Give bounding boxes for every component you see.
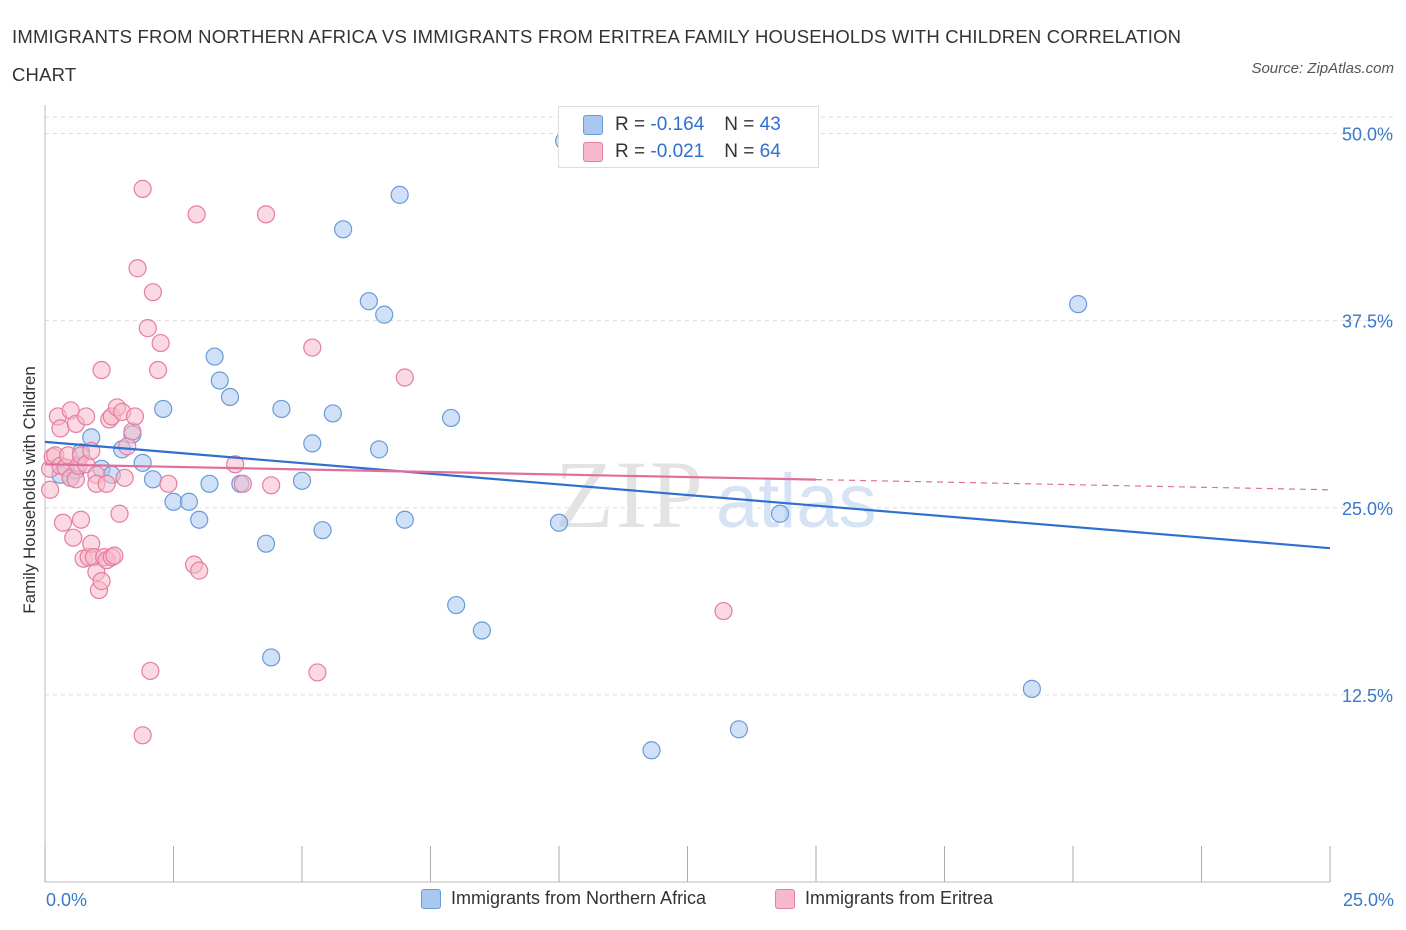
stats-row-series1: R = -0.164 N = 43 (583, 112, 781, 138)
point-northern-africa (370, 440, 389, 459)
point-eritrea (97, 474, 116, 493)
point-northern-africa (642, 741, 661, 760)
stats-n-label: N = (724, 114, 755, 135)
point-northern-africa (375, 305, 394, 324)
series2-swatch (583, 142, 603, 162)
chart-source: Source: ZipAtlas.com (1251, 60, 1394, 77)
point-eritrea (138, 319, 157, 338)
point-eritrea (148, 360, 168, 380)
point-northern-africa (205, 347, 224, 366)
stats-row-series2: R = -0.021 N = 64 (583, 139, 781, 165)
legend-swatch-series2 (775, 888, 795, 909)
point-eritrea (53, 513, 73, 532)
stats-r-label: R = (615, 141, 646, 162)
point-eritrea (41, 480, 60, 499)
point-eritrea (187, 205, 206, 224)
stats-r-label: R = (615, 114, 646, 135)
stats-n-value: 64 (759, 141, 781, 162)
point-eritrea (51, 419, 70, 438)
point-northern-africa (1022, 679, 1041, 698)
point-eritrea (105, 546, 124, 565)
y-tick-label: 12.5% (1342, 686, 1393, 706)
point-eritrea (141, 661, 160, 681)
point-northern-africa (272, 399, 291, 419)
point-eritrea (303, 338, 322, 357)
point-eritrea (233, 474, 252, 493)
point-eritrea (64, 528, 83, 547)
point-northern-africa (472, 621, 491, 640)
point-northern-africa (441, 408, 461, 428)
bottom-legend: Immigrants from Northern Africa Immigran… (0, 888, 1406, 916)
point-northern-africa (154, 399, 173, 419)
point-northern-africa (200, 474, 219, 493)
point-eritrea (190, 561, 209, 580)
point-eritrea (308, 663, 327, 682)
legend-swatch-series1 (421, 888, 441, 909)
series1-swatch (583, 115, 603, 135)
point-eritrea (133, 179, 152, 198)
point-eritrea (71, 510, 91, 529)
point-eritrea (151, 333, 170, 353)
trendline-eritrea-extension (815, 479, 1331, 491)
point-northern-africa (190, 510, 209, 529)
stats-legend: R = -0.164 N = 43 R = -0.021 N = 64 (558, 106, 819, 168)
point-northern-africa (313, 521, 332, 540)
legend-item-series1: Immigrants from Northern Africa (421, 888, 706, 909)
stats-r-value: -0.021 (650, 141, 705, 162)
point-northern-africa (133, 453, 152, 472)
point-northern-africa (303, 434, 322, 453)
y-tick-label: 37.5% (1342, 312, 1393, 332)
y-tick-label: 50.0% (1342, 125, 1393, 145)
point-eritrea (262, 476, 281, 495)
x-tick-label-max: 25.0% (1342, 890, 1394, 910)
point-northern-africa (549, 513, 569, 532)
stats-r-value: -0.164 (650, 114, 705, 135)
legend-label-series1: Immigrants from Northern Africa (451, 888, 707, 908)
legend-item-series2: Immigrants from Eritrea (775, 888, 993, 909)
y-tick-label: 25.0% (1342, 499, 1393, 519)
point-eritrea (714, 601, 733, 621)
point-northern-africa (359, 292, 378, 311)
point-northern-africa (395, 510, 414, 529)
point-northern-africa (770, 504, 790, 523)
stats-n-label: N = (724, 141, 755, 162)
point-northern-africa (164, 492, 183, 511)
point-eritrea (92, 572, 111, 591)
point-eritrea (115, 468, 134, 487)
point-northern-africa (390, 185, 409, 204)
point-northern-africa (1069, 295, 1088, 314)
point-eritrea (92, 360, 111, 380)
point-northern-africa (179, 492, 199, 511)
point-eritrea (395, 368, 414, 387)
point-northern-africa (220, 387, 240, 407)
point-northern-africa (729, 720, 749, 739)
trendline-northern-africa (44, 440, 1331, 550)
point-northern-africa (292, 471, 312, 490)
point-eritrea (133, 726, 152, 745)
point-eritrea (159, 474, 178, 493)
point-northern-africa (143, 470, 163, 489)
point-northern-africa (447, 595, 466, 615)
point-northern-africa (256, 534, 276, 553)
point-northern-africa (210, 371, 229, 390)
x-tick-label-min: 0.0% (46, 890, 88, 910)
point-eritrea (110, 504, 129, 523)
trendline-eritrea (44, 463, 817, 481)
point-eritrea (125, 407, 145, 426)
point-eritrea (143, 283, 163, 302)
point-eritrea (123, 422, 142, 441)
point-eritrea (128, 259, 147, 278)
point-eritrea (77, 407, 96, 426)
point-northern-africa (334, 220, 353, 239)
legend-label-series2: Immigrants from Eritrea (805, 888, 994, 908)
chart-title: IMMIGRANTS FROM NORTHERN AFRICA VS IMMIG… (12, 26, 1182, 85)
point-northern-africa (262, 648, 281, 667)
point-northern-africa (323, 404, 342, 423)
watermark-atlas: atlas (716, 459, 877, 544)
stats-n-value: 43 (759, 114, 781, 135)
point-eritrea (256, 205, 276, 224)
